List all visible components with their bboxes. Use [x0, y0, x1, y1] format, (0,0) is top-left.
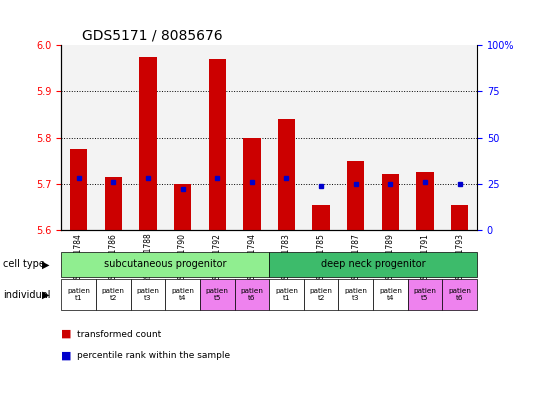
Text: patien
t4: patien t4	[379, 288, 402, 301]
Text: GDS5171 / 8085676: GDS5171 / 8085676	[82, 29, 223, 42]
Text: individual: individual	[3, 290, 50, 300]
Bar	[312, 204, 330, 230]
Bar	[70, 149, 87, 230]
Bar	[373, 279, 408, 310]
Bar	[61, 252, 269, 277]
Bar	[200, 279, 235, 310]
Text: patien
t1: patien t1	[275, 288, 298, 301]
Bar	[61, 45, 96, 230]
Bar	[139, 57, 157, 230]
Text: patien
t6: patien t6	[448, 288, 471, 301]
Bar	[338, 45, 373, 230]
Bar	[165, 279, 200, 310]
Bar	[416, 172, 434, 230]
Bar	[451, 204, 469, 230]
Bar	[165, 45, 200, 230]
Text: patien
t2: patien t2	[310, 288, 333, 301]
Text: transformed count: transformed count	[77, 330, 161, 338]
Bar	[382, 174, 399, 230]
Text: cell type: cell type	[3, 259, 45, 269]
Bar	[338, 279, 373, 310]
Text: patien
t5: patien t5	[414, 288, 437, 301]
Bar	[408, 45, 442, 230]
Bar	[174, 184, 191, 230]
Bar	[104, 177, 122, 230]
Bar	[235, 45, 269, 230]
Bar	[200, 45, 235, 230]
Bar	[408, 279, 442, 310]
Text: ▶: ▶	[42, 259, 49, 269]
Bar	[131, 279, 165, 310]
Bar	[373, 45, 408, 230]
Bar	[61, 279, 96, 310]
Bar	[243, 138, 261, 230]
Text: patien
t5: patien t5	[206, 288, 229, 301]
Bar	[442, 279, 477, 310]
Bar	[304, 279, 338, 310]
Text: subcutaneous progenitor: subcutaneous progenitor	[104, 259, 227, 269]
Bar	[208, 59, 226, 230]
Bar	[304, 45, 338, 230]
Text: ■: ■	[61, 351, 72, 361]
Bar	[131, 45, 165, 230]
Text: ▶: ▶	[42, 290, 49, 300]
Bar	[269, 45, 304, 230]
Bar	[96, 279, 131, 310]
Bar	[442, 45, 477, 230]
Bar	[278, 119, 295, 230]
Bar	[269, 279, 304, 310]
Bar	[269, 252, 477, 277]
Text: patien
t1: patien t1	[67, 288, 90, 301]
Text: percentile rank within the sample: percentile rank within the sample	[77, 351, 230, 360]
Text: ■: ■	[61, 329, 72, 339]
Bar	[96, 45, 131, 230]
Text: patien
t3: patien t3	[136, 288, 159, 301]
Text: deep neck progenitor: deep neck progenitor	[321, 259, 425, 269]
Text: patien
t6: patien t6	[240, 288, 263, 301]
Bar	[235, 279, 269, 310]
Text: patien
t3: patien t3	[344, 288, 367, 301]
Text: patien
t2: patien t2	[102, 288, 125, 301]
Text: patien
t4: patien t4	[171, 288, 194, 301]
Bar	[347, 161, 365, 230]
